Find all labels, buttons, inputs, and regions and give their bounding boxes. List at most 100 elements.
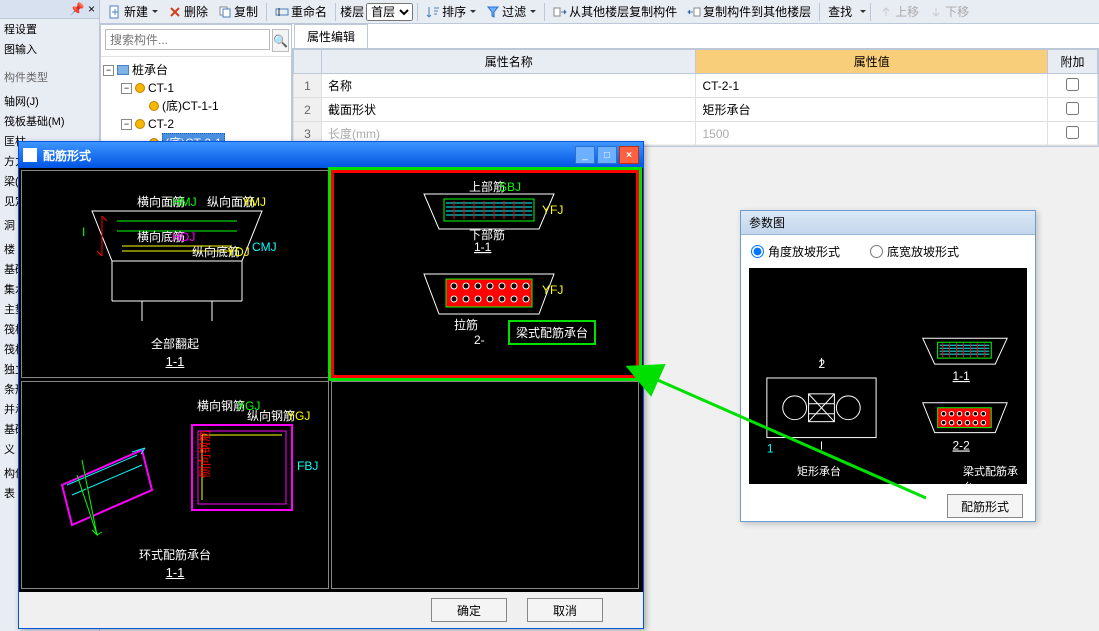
opt-angle[interactable]: 角度放坡形式 (751, 243, 840, 260)
copy-to-floor-button[interactable]: 复制构件到其他楼层 (683, 1, 815, 22)
maximize-button[interactable]: □ (597, 146, 617, 164)
dialog-titlebar[interactable]: 配筋形式 _ □ × (19, 142, 643, 168)
property-panel: 属性编辑 属性名称 属性值 附加 1名称CT-2-12截面形状矩形承台3长度(m… (292, 24, 1099, 144)
panel-sub: 1-1 (22, 565, 328, 580)
opt-width-radio[interactable] (870, 245, 883, 258)
tab-project-settings[interactable]: 程设置 (0, 19, 99, 39)
dialog-title: 配筋形式 (43, 147, 575, 164)
prop-value[interactable]: 矩形承台 (696, 98, 1048, 122)
prop-value[interactable]: CT-2-1 (696, 74, 1048, 98)
col-add: 附加 (1048, 50, 1098, 74)
down-icon (929, 5, 943, 19)
move-up-button[interactable]: 上移 (875, 1, 923, 22)
copy-button[interactable]: 复制 (214, 1, 262, 22)
col-value: 属性值 (696, 50, 1048, 74)
rebar-option-1[interactable]: 上部筋SBJ 下部筋YFJ 1-1 拉筋YFJ 2- 梁式配筋承台 (331, 170, 639, 378)
copy-from-label: 从其他楼层复制构件 (569, 3, 677, 20)
collapse-icon[interactable]: − (121, 119, 132, 130)
down-label: 下移 (945, 3, 969, 20)
svg-text:2: 2 (819, 357, 826, 371)
up-label: 上移 (895, 3, 919, 20)
param-label-1: 矩形承台 (797, 463, 841, 479)
search-button[interactable]: 🔍 (272, 29, 289, 52)
param-title[interactable]: 参数图 (741, 211, 1035, 235)
tab-drawing-input[interactable]: 图输入 (0, 39, 99, 59)
search-icon: 🔍 (273, 34, 288, 48)
tree-node[interactable]: −CT-1 (103, 79, 289, 97)
move-down-button[interactable]: 下移 (925, 1, 973, 22)
svg-text:YDJ: YDJ (227, 245, 250, 259)
minimize-button[interactable]: _ (575, 146, 595, 164)
property-tab[interactable]: 属性编辑 (294, 24, 368, 48)
copy-from-icon (553, 5, 567, 19)
dialog-body: 横向面筋HMJ 纵向面筋YMJ 横向底筋HDJ 纵向底筋YDJ CMJ I 全部… (19, 168, 643, 592)
param-label-2: 梁式配筋承台 (963, 463, 1027, 495)
main-toolbar: 新建 删除 复制 重命名 楼层 首层 排序 过滤 从其他楼层复制构件 复制构件到… (100, 0, 1099, 24)
floor-label: 楼层 (340, 3, 364, 20)
new-button[interactable]: 新建 (104, 1, 162, 22)
tree-leaf[interactable]: (底)CT-1-1 (103, 97, 289, 115)
filter-icon (486, 5, 500, 19)
ok-button[interactable]: 确定 (431, 598, 507, 622)
sort-icon (426, 5, 440, 19)
panel-caption: 环式配筋承台 (139, 548, 211, 562)
svg-text:YGJ: YGJ (287, 409, 310, 423)
collapse-icon[interactable]: − (121, 83, 132, 94)
svg-text:YFJ: YFJ (542, 203, 563, 217)
prop-value[interactable]: 1500 (696, 122, 1048, 146)
copy-label: 复制 (234, 3, 258, 20)
svg-text:拉筋: 拉筋 (454, 317, 478, 332)
up-icon (879, 5, 893, 19)
property-row[interactable]: 1名称CT-2-1 (294, 74, 1098, 98)
rename-icon (275, 5, 289, 19)
left-item[interactable]: 轴网(J) (0, 91, 99, 111)
filter-label: 过滤 (502, 3, 526, 20)
svg-text:HDJ: HDJ (172, 230, 195, 244)
left-item-list: 构件类型 (0, 65, 99, 89)
cancel-button[interactable]: 取消 (527, 598, 603, 622)
rename-button[interactable]: 重命名 (271, 1, 331, 22)
svg-text:I: I (82, 225, 85, 239)
prop-add-checkbox[interactable] (1066, 102, 1079, 115)
svg-text:CMJ: CMJ (252, 240, 277, 254)
prop-name: 名称 (322, 74, 696, 98)
rebar-option-0[interactable]: 横向面筋HMJ 纵向面筋YMJ 横向底筋HDJ 纵向底筋YDJ CMJ I 全部… (21, 170, 329, 378)
delete-button[interactable]: 删除 (164, 1, 212, 22)
svg-text:侧向钢筋: 侧向钢筋 (197, 430, 212, 478)
rebar-option-3[interactable] (331, 381, 639, 589)
property-row[interactable]: 2截面形状矩形承台 (294, 98, 1098, 122)
dialog-icon (23, 148, 37, 162)
rebar-option-2[interactable]: 横向钢筋XGJ 纵向钢筋YGJ 侧向钢筋 FBJ 环式配筋承台1-1 (21, 381, 329, 589)
floor-select[interactable]: 首层 (366, 3, 413, 21)
filter-button[interactable]: 过滤 (482, 1, 540, 22)
left-panel-header: 📌 × (0, 0, 99, 19)
tree-root-node[interactable]: −桩承台 (103, 61, 289, 79)
dialog-footer: 确定 取消 (19, 592, 643, 628)
tree-node[interactable]: −CT-2 (103, 115, 289, 133)
param-dialog: 参数图 角度放坡形式 底宽放坡形式 2 1 1-1 2-2 (740, 210, 1036, 522)
delete-icon (168, 5, 182, 19)
svg-text:YFJ: YFJ (542, 283, 563, 297)
prop-add-checkbox[interactable] (1066, 78, 1079, 91)
section-header: 构件类型 (0, 67, 99, 87)
find-label[interactable]: 查找 (824, 1, 856, 22)
param-options: 角度放坡形式 底宽放坡形式 (741, 235, 1035, 264)
sort-button[interactable]: 排序 (422, 1, 480, 22)
opt-angle-radio[interactable] (751, 245, 764, 258)
param-rebar-button[interactable]: 配筋形式 (947, 494, 1023, 518)
svg-text:YMJ: YMJ (242, 195, 266, 209)
copy-to-icon (687, 5, 701, 19)
collapse-icon[interactable]: − (103, 65, 114, 76)
rebar-form-dialog: 配筋形式 _ □ × 横向面筋HMJ 纵向面筋YMJ 横向底筋HDJ 纵向底筋Y… (18, 141, 644, 629)
search-input[interactable] (105, 29, 270, 50)
col-name: 属性名称 (322, 50, 696, 74)
svg-text:1-1: 1-1 (953, 369, 971, 383)
panel-badge: 梁式配筋承台 (508, 320, 596, 345)
copy-from-floor-button[interactable]: 从其他楼层复制构件 (549, 1, 681, 22)
left-item[interactable]: 筏板基础(M) (0, 111, 99, 131)
rename-label: 重命名 (291, 3, 327, 20)
prop-add-checkbox[interactable] (1066, 126, 1079, 139)
item-icon (135, 83, 145, 93)
opt-width[interactable]: 底宽放坡形式 (870, 243, 959, 260)
close-button[interactable]: × (619, 146, 639, 164)
